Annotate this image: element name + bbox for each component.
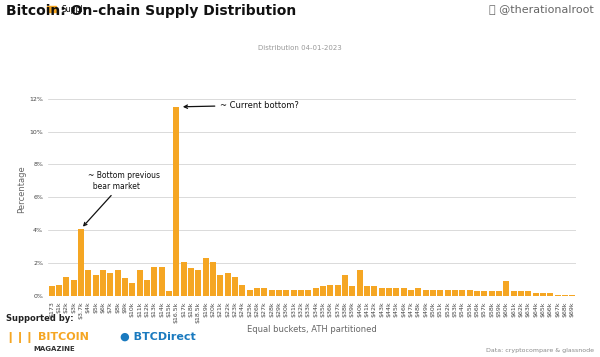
Bar [158, 267, 165, 296]
Text: ❙❙❙ BITCOIN: ❙❙❙ BITCOIN [6, 332, 89, 343]
Bar [247, 290, 253, 296]
Bar [254, 288, 260, 296]
Bar [56, 285, 62, 296]
Text: MAGAZINE: MAGAZINE [33, 346, 75, 352]
Bar [437, 290, 443, 296]
Bar [327, 285, 334, 296]
Bar [481, 291, 487, 296]
Bar [408, 290, 414, 296]
Bar [335, 285, 341, 296]
Text: ~ Current bottom?: ~ Current bottom? [184, 101, 299, 110]
Bar [320, 286, 326, 296]
Bar [503, 281, 509, 296]
Bar [210, 262, 216, 296]
Bar [554, 295, 561, 296]
Bar [129, 283, 136, 296]
Bar [85, 270, 91, 296]
Bar [496, 291, 502, 296]
Bar [144, 280, 150, 296]
Bar [459, 290, 466, 296]
Text: Data: cryptocompare & glassnode: Data: cryptocompare & glassnode [486, 348, 594, 353]
Bar [166, 291, 172, 296]
Bar [261, 288, 268, 296]
Bar [445, 290, 451, 296]
Bar [342, 275, 348, 296]
Bar [71, 280, 77, 296]
Bar [151, 267, 157, 296]
Bar [393, 288, 400, 296]
Bar [269, 290, 275, 296]
Bar [525, 291, 532, 296]
Bar [137, 270, 143, 296]
Bar [188, 268, 194, 296]
Bar [107, 273, 113, 296]
Text: Supported by:: Supported by: [6, 314, 74, 323]
Bar [356, 270, 363, 296]
Bar [569, 295, 575, 296]
Bar [430, 290, 436, 296]
Bar [217, 275, 223, 296]
Bar [305, 290, 311, 296]
Bar [518, 291, 524, 296]
Text: Distribution 04-01-2023: Distribution 04-01-2023 [258, 45, 342, 51]
Bar [122, 278, 128, 296]
Bar [540, 293, 546, 296]
Bar [386, 288, 392, 296]
Bar [371, 286, 377, 296]
Bar [474, 291, 480, 296]
Bar [195, 270, 202, 296]
Bar [203, 258, 209, 296]
Bar [452, 290, 458, 296]
X-axis label: Equal buckets, ATH partitioned: Equal buckets, ATH partitioned [247, 325, 377, 334]
Bar [379, 288, 385, 296]
Bar [100, 270, 106, 296]
Text: 🥕 @therationalroot: 🥕 @therationalroot [489, 4, 594, 14]
Text: ~ Bottom previous
  bear market: ~ Bottom previous bear market [84, 171, 160, 226]
Bar [173, 107, 179, 296]
Bar [78, 229, 84, 296]
Bar [276, 290, 282, 296]
Bar [224, 273, 231, 296]
Legend: Supply: Supply [47, 5, 88, 14]
Y-axis label: Percentage: Percentage [17, 165, 26, 213]
Bar [49, 286, 55, 296]
Bar [511, 291, 517, 296]
Bar [298, 290, 304, 296]
Bar [364, 286, 370, 296]
Bar [533, 293, 539, 296]
Bar [290, 290, 297, 296]
Bar [232, 277, 238, 296]
Bar [283, 290, 289, 296]
Bar [313, 288, 319, 296]
Bar [467, 290, 473, 296]
Bar [488, 291, 495, 296]
Bar [349, 286, 355, 296]
Bar [92, 275, 99, 296]
Bar [239, 285, 245, 296]
Bar [115, 270, 121, 296]
Text: ● BTCDirect: ● BTCDirect [120, 332, 196, 342]
Bar [422, 290, 429, 296]
Bar [415, 288, 421, 296]
Bar [547, 293, 553, 296]
Bar [63, 277, 70, 296]
Text: Bitcoin: On-chain Supply Distribution: Bitcoin: On-chain Supply Distribution [6, 4, 296, 17]
Bar [181, 262, 187, 296]
Bar [562, 295, 568, 296]
Bar [401, 288, 407, 296]
